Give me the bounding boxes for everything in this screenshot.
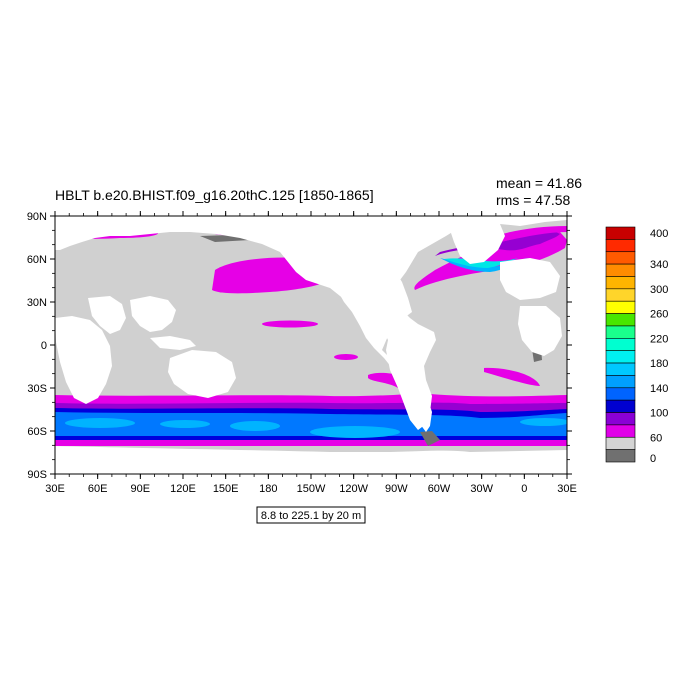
lon-tick-label: 60E (88, 483, 108, 495)
colorbar-swatch (605, 424, 636, 438)
colorbar-label: 100 (650, 408, 668, 420)
colorbar-swatch (605, 300, 636, 314)
lat-tick-label: 30S (27, 383, 47, 395)
colorbar-label: 300 (650, 284, 668, 296)
lon-tick-label: 150E (213, 483, 239, 495)
lon-tick-label: 180 (259, 483, 277, 495)
lon-tick-label: 30E (557, 483, 577, 495)
lat-tick-label: 0 (41, 340, 47, 352)
colorbar-swatch (605, 436, 636, 450)
colorbar-label: 340 (650, 259, 668, 271)
colorbar-label: 220 (650, 333, 668, 345)
lon-tick-label: 30W (470, 483, 493, 495)
lon-tick-label: 120E (170, 483, 196, 495)
lon-tick-label: 90E (131, 483, 151, 495)
colorbar-swatch (605, 251, 636, 265)
colorbar-label: 60 (650, 432, 662, 444)
colorbar-swatch (605, 350, 636, 364)
lon-tick-label: 90W (385, 483, 408, 495)
colorbar-swatch (605, 313, 636, 327)
colorbar-swatch (605, 449, 636, 463)
colorbar-label: 400 (650, 228, 668, 240)
colorbar-swatch (605, 276, 636, 290)
contour-info-label: 8.8 to 225.1 by 20 m (261, 510, 361, 522)
colorbar-label: 260 (650, 309, 668, 321)
colorbar-label: 140 (650, 383, 668, 395)
lon-tick-label: 120W (339, 483, 368, 495)
contour-info-box (256, 506, 366, 524)
lon-tick-label: 150W (297, 483, 326, 495)
colorbar-swatch (605, 263, 636, 277)
lat-tick-label: 30N (27, 297, 47, 309)
rms-label: rms = 47.58 (496, 192, 571, 208)
map-panel (55, 216, 567, 474)
mean-label: mean = 41.86 (496, 175, 582, 191)
colorbar-swatch (605, 239, 636, 253)
longitude-axis: 30E 60E 90E 120E 150E 180 150W 120W 90W 60W 30W 0 30… (45, 211, 577, 495)
colorbar-swatch (605, 288, 636, 302)
colorbar-label: 0 (650, 453, 656, 465)
lat-tick-label: 90N (27, 211, 47, 223)
colorbar-swatch (605, 362, 636, 376)
colorbar-swatch (605, 226, 636, 240)
lat-tick-label: 60N (27, 254, 47, 266)
colorbar-swatch (605, 325, 636, 339)
plot-title: HBLT b.e20.BHIST.f09_g16.20thC.125 [1850… (55, 187, 374, 203)
colorbar-swatch (605, 375, 636, 389)
lat-tick-label: 60S (27, 426, 47, 438)
land-masses (55, 216, 567, 474)
colorbar: 400 340 300 260 220 180 140 100 60 0 (605, 226, 668, 465)
lat-tick-label: 90S (27, 469, 47, 481)
colorbar-swatch (605, 387, 636, 401)
lon-tick-label: 30E (45, 483, 65, 495)
lon-tick-label: 60W (428, 483, 451, 495)
colorbar-swatch (605, 412, 636, 426)
colorbar-swatch (605, 399, 636, 413)
colorbar-swatch (605, 338, 636, 351)
lon-tick-label: 0 (521, 483, 527, 495)
colorbar-label: 180 (650, 358, 668, 370)
latitude-axis: 90N 60N 30N 0 30S 60S 90S (27, 211, 572, 481)
